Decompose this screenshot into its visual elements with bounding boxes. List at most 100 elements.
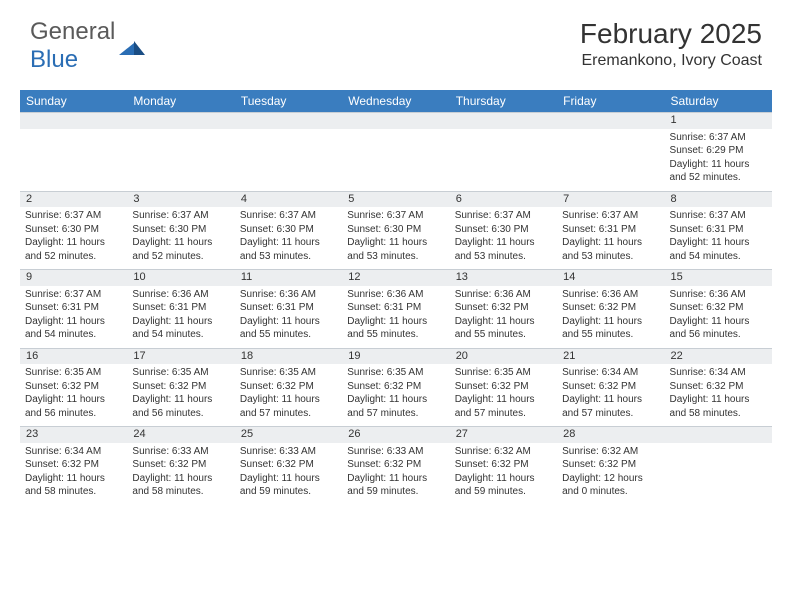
weekday-tuesday: Tuesday (235, 90, 342, 113)
daylight-line: Daylight: 11 hours and 56 minutes. (25, 393, 122, 420)
daylight-line: Daylight: 11 hours and 53 minutes. (240, 236, 337, 263)
sunrise-line: Sunrise: 6:35 AM (132, 366, 229, 380)
day-number: 17 (127, 348, 234, 364)
sunset-line: Sunset: 6:31 PM (347, 301, 444, 315)
daylight-line: Daylight: 11 hours and 59 minutes. (347, 472, 444, 499)
daylight-line: Daylight: 12 hours and 0 minutes. (562, 472, 659, 499)
day-cell (235, 129, 342, 192)
daylight-line: Daylight: 11 hours and 52 minutes. (670, 158, 767, 185)
day-number: 23 (20, 427, 127, 443)
day-number (557, 113, 664, 129)
sunrise-line: Sunrise: 6:37 AM (670, 209, 767, 223)
sunrise-line: Sunrise: 6:33 AM (132, 445, 229, 459)
daylight-line: Daylight: 11 hours and 53 minutes. (347, 236, 444, 263)
sunset-line: Sunset: 6:30 PM (347, 223, 444, 237)
sunrise-line: Sunrise: 6:35 AM (240, 366, 337, 380)
sunrise-line: Sunrise: 6:36 AM (455, 288, 552, 302)
sunset-line: Sunset: 6:30 PM (240, 223, 337, 237)
daylight-line: Daylight: 11 hours and 57 minutes. (347, 393, 444, 420)
day-cell (20, 129, 127, 192)
sunset-line: Sunset: 6:32 PM (25, 380, 122, 394)
location: Eremankono, Ivory Coast (580, 52, 762, 70)
sunrise-line: Sunrise: 6:36 AM (347, 288, 444, 302)
daynum-row: 16171819202122 (20, 348, 772, 364)
day-number: 6 (450, 191, 557, 207)
sunset-line: Sunset: 6:32 PM (562, 458, 659, 472)
day-number: 2 (20, 191, 127, 207)
day-number: 4 (235, 191, 342, 207)
daylight-line: Daylight: 11 hours and 57 minutes. (240, 393, 337, 420)
day-number: 18 (235, 348, 342, 364)
day-number: 7 (557, 191, 664, 207)
daylight-line: Daylight: 11 hours and 54 minutes. (132, 315, 229, 342)
day-number: 9 (20, 270, 127, 286)
sunset-line: Sunset: 6:32 PM (455, 380, 552, 394)
day-cell (665, 443, 772, 505)
data-row: Sunrise: 6:35 AMSunset: 6:32 PMDaylight:… (20, 364, 772, 427)
day-number: 14 (557, 270, 664, 286)
sunset-line: Sunset: 6:32 PM (132, 458, 229, 472)
daylight-line: Daylight: 11 hours and 55 minutes. (240, 315, 337, 342)
day-number (342, 113, 449, 129)
sunset-line: Sunset: 6:32 PM (240, 458, 337, 472)
sunrise-line: Sunrise: 6:34 AM (562, 366, 659, 380)
sunset-line: Sunset: 6:30 PM (132, 223, 229, 237)
calendar-table: SundayMondayTuesdayWednesdayThursdayFrid… (20, 90, 772, 505)
daylight-line: Daylight: 11 hours and 52 minutes. (132, 236, 229, 263)
sunrise-line: Sunrise: 6:33 AM (240, 445, 337, 459)
day-cell: Sunrise: 6:36 AMSunset: 6:32 PMDaylight:… (450, 286, 557, 349)
day-number (20, 113, 127, 129)
daylight-line: Daylight: 11 hours and 57 minutes. (562, 393, 659, 420)
weekday-monday: Monday (127, 90, 234, 113)
sunset-line: Sunset: 6:32 PM (562, 301, 659, 315)
day-cell: Sunrise: 6:37 AMSunset: 6:30 PMDaylight:… (20, 207, 127, 270)
day-number: 15 (665, 270, 772, 286)
day-number: 20 (450, 348, 557, 364)
day-cell: Sunrise: 6:35 AMSunset: 6:32 PMDaylight:… (235, 364, 342, 427)
sunset-line: Sunset: 6:32 PM (455, 458, 552, 472)
daylight-line: Daylight: 11 hours and 55 minutes. (562, 315, 659, 342)
day-cell: Sunrise: 6:37 AMSunset: 6:31 PMDaylight:… (20, 286, 127, 349)
logo-text-1: General (30, 18, 115, 45)
day-number: 13 (450, 270, 557, 286)
daylight-line: Daylight: 11 hours and 55 minutes. (347, 315, 444, 342)
day-cell: Sunrise: 6:37 AMSunset: 6:30 PMDaylight:… (342, 207, 449, 270)
day-cell: Sunrise: 6:36 AMSunset: 6:31 PMDaylight:… (235, 286, 342, 349)
day-cell: Sunrise: 6:33 AMSunset: 6:32 PMDaylight:… (342, 443, 449, 505)
day-cell (342, 129, 449, 192)
daylight-line: Daylight: 11 hours and 56 minutes. (132, 393, 229, 420)
day-cell: Sunrise: 6:37 AMSunset: 6:31 PMDaylight:… (665, 207, 772, 270)
sunrise-line: Sunrise: 6:36 AM (670, 288, 767, 302)
sunset-line: Sunset: 6:32 PM (670, 380, 767, 394)
daylight-line: Daylight: 11 hours and 52 minutes. (25, 236, 122, 263)
daylight-line: Daylight: 11 hours and 53 minutes. (562, 236, 659, 263)
day-number: 25 (235, 427, 342, 443)
day-number: 8 (665, 191, 772, 207)
sunset-line: Sunset: 6:31 PM (132, 301, 229, 315)
daylight-line: Daylight: 11 hours and 59 minutes. (455, 472, 552, 499)
day-number: 28 (557, 427, 664, 443)
day-number: 1 (665, 113, 772, 129)
sunrise-line: Sunrise: 6:33 AM (347, 445, 444, 459)
sunset-line: Sunset: 6:31 PM (25, 301, 122, 315)
sunset-line: Sunset: 6:31 PM (240, 301, 337, 315)
daylight-line: Daylight: 11 hours and 58 minutes. (670, 393, 767, 420)
day-cell: Sunrise: 6:34 AMSunset: 6:32 PMDaylight:… (665, 364, 772, 427)
daynum-row: 2345678 (20, 191, 772, 207)
weekday-saturday: Saturday (665, 90, 772, 113)
daylight-line: Daylight: 11 hours and 55 minutes. (455, 315, 552, 342)
sunset-line: Sunset: 6:32 PM (347, 380, 444, 394)
day-cell: Sunrise: 6:32 AMSunset: 6:32 PMDaylight:… (557, 443, 664, 505)
day-cell: Sunrise: 6:37 AMSunset: 6:30 PMDaylight:… (235, 207, 342, 270)
sunrise-line: Sunrise: 6:34 AM (670, 366, 767, 380)
sunrise-line: Sunrise: 6:35 AM (25, 366, 122, 380)
sunrise-line: Sunrise: 6:37 AM (455, 209, 552, 223)
logo-text: General Blue (30, 18, 115, 74)
sunrise-line: Sunrise: 6:36 AM (132, 288, 229, 302)
daylight-line: Daylight: 11 hours and 56 minutes. (670, 315, 767, 342)
sunrise-line: Sunrise: 6:37 AM (132, 209, 229, 223)
sunset-line: Sunset: 6:32 PM (240, 380, 337, 394)
daylight-line: Daylight: 11 hours and 57 minutes. (455, 393, 552, 420)
sunset-line: Sunset: 6:31 PM (562, 223, 659, 237)
day-number: 21 (557, 348, 664, 364)
